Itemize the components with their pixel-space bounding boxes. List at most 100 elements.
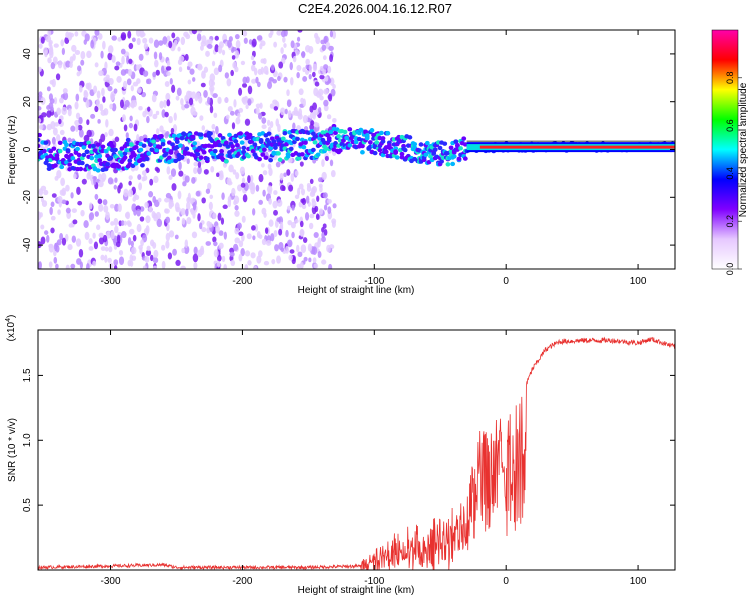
spectrogram-noise-blob — [233, 243, 239, 252]
spectrogram-noise-blob — [235, 172, 240, 180]
spectrogram-noise-blob — [200, 82, 206, 88]
spectrogram-noise-blob — [261, 124, 267, 130]
spectrogram-ridge-blob — [212, 148, 218, 154]
spectrogram-noise-blob — [101, 172, 107, 182]
spectrogram-noise-blob — [94, 30, 100, 36]
spectrogram-noise-blob — [131, 246, 137, 255]
spectrogram-ridge-blob — [116, 164, 122, 169]
spectrogram-noise-blob — [65, 60, 71, 68]
spectrogram-noise-blob — [41, 112, 47, 118]
spectrogram-ridge-blob — [59, 164, 65, 170]
spectrogram-noise-blob — [98, 232, 104, 238]
spectrogram-noise-blob — [104, 132, 108, 138]
spectrogram-ridge-blob — [54, 156, 60, 161]
spectrogram-noise-blob — [296, 244, 300, 253]
spectrogram-noise-blob — [263, 65, 269, 75]
spectrogram-noise-blob — [311, 200, 317, 209]
spectrogram-ridge-blob — [75, 146, 80, 152]
spectrogram-noise-blob — [186, 201, 191, 211]
spectrogram-noise-blob — [62, 88, 68, 94]
spectrogram-noise-blob — [279, 172, 284, 181]
spectrogram-noise-blob — [291, 204, 295, 211]
spectrogram-ridge-blob — [178, 143, 183, 148]
spectrogram-ridge-blob — [296, 155, 302, 161]
spectrogram-noise-blob — [166, 35, 171, 42]
spectrogram-noise-blob — [118, 256, 125, 265]
spectrogram-noise-blob — [61, 187, 67, 197]
spectrogram-noise-blob — [114, 136, 120, 143]
spectrogram-noise-blob — [231, 55, 236, 60]
spectrogram-noise-blob — [121, 114, 126, 122]
spectrogram-noise-blob — [290, 221, 296, 229]
spectrogram-ridge-blob — [399, 151, 405, 157]
spectrogram-noise-blob — [233, 99, 237, 108]
spectrogram-noise-blob — [71, 235, 76, 243]
spectrogram-noise-blob — [171, 84, 176, 93]
spectrogram-noise-blob — [154, 199, 160, 208]
spectrogram-noise-blob — [161, 109, 166, 118]
spectrogram-ridge-blob — [233, 139, 239, 144]
spectrogram-ridge-blob — [43, 140, 49, 145]
spectrogram-noise-blob — [201, 35, 207, 44]
spectrogram-noise-blob — [167, 252, 173, 260]
spectrogram-ridge-blob — [456, 156, 462, 161]
spectrogram-noise-blob — [238, 231, 244, 236]
spectrogram-noise-blob — [241, 177, 246, 184]
spectrogram-ridge-blob — [367, 140, 373, 145]
snr-x-label: Height of straight line (km) — [298, 585, 415, 596]
spectrogram-noise-blob — [283, 172, 287, 178]
spectrogram-noise-blob — [98, 70, 104, 77]
spectrogram-noise-blob — [290, 173, 295, 182]
spectrogram-noise-blob — [144, 201, 149, 209]
spectrogram-noise-blob — [322, 55, 327, 61]
spectrogram-noise-blob — [48, 93, 54, 101]
spectrogram-x-tick-label: -200 — [232, 276, 252, 287]
spectrogram-ridge-blob — [198, 155, 204, 160]
spectrogram-noise-blob — [251, 225, 256, 231]
spectrogram-noise-blob — [164, 111, 169, 118]
spectrogram-x-tick-label: 100 — [630, 276, 647, 287]
spectrogram-noise-blob — [253, 67, 258, 76]
spectrogram-noise-blob — [148, 37, 154, 44]
spectrogram-ridge-blob — [76, 152, 82, 158]
spectrogram-noise-blob — [94, 105, 99, 113]
spectrogram-noise-blob — [46, 234, 50, 243]
spectrogram-noise-blob — [317, 239, 321, 248]
spectrogram-noise-blob — [288, 184, 294, 192]
spectrogram-noise-blob — [182, 181, 187, 187]
spectrogram-noise-blob — [319, 95, 324, 101]
spectrogram-noise-blob — [177, 46, 181, 52]
spectrogram-noise-blob — [234, 66, 239, 73]
spectrogram-noise-blob — [118, 249, 124, 256]
spectrogram-noise-blob — [92, 260, 97, 267]
spectrogram-noise-blob — [298, 201, 303, 208]
spectrogram-ridge-blob — [393, 146, 399, 151]
spectrogram-noise-blob — [90, 113, 96, 119]
spectrogram-ridge-blob — [333, 130, 338, 136]
spectrogram-noise-blob — [55, 73, 61, 81]
spectrogram-noise-blob — [191, 177, 196, 184]
spectrogram-ridge-blob — [223, 140, 229, 145]
spectrogram-ridge-blob — [450, 161, 456, 167]
spectrogram-noise-blob — [171, 32, 176, 39]
snr-x-tick-label: -100 — [364, 576, 384, 587]
spectrogram-noise-blob — [78, 116, 83, 125]
spectrogram-ridge-blob — [154, 148, 160, 153]
spectrogram-noise-blob — [127, 30, 132, 39]
spectrogram-noise-blob — [184, 103, 190, 109]
spectrogram-noise-blob — [192, 111, 198, 116]
spectrogram-ridge-blob — [113, 147, 118, 153]
spectrogram-noise-blob — [155, 69, 160, 76]
spectrogram-ridge-blob — [462, 142, 468, 147]
spectrogram-noise-blob — [70, 192, 74, 199]
spectrogram-x-tick-label: -100 — [364, 276, 384, 287]
spectrogram-noise-blob — [280, 107, 286, 116]
spectrogram-noise-blob — [223, 263, 228, 269]
spectrogram-noise-blob — [229, 110, 235, 116]
spectrogram-noise-blob — [246, 233, 252, 240]
spectrogram-noise-blob — [155, 110, 160, 116]
spectrogram-noise-blob — [259, 43, 263, 50]
spectrogram-noise-blob — [166, 99, 171, 107]
spectrogram-noise-blob — [192, 253, 199, 263]
spectrogram-noise-blob — [292, 256, 296, 262]
